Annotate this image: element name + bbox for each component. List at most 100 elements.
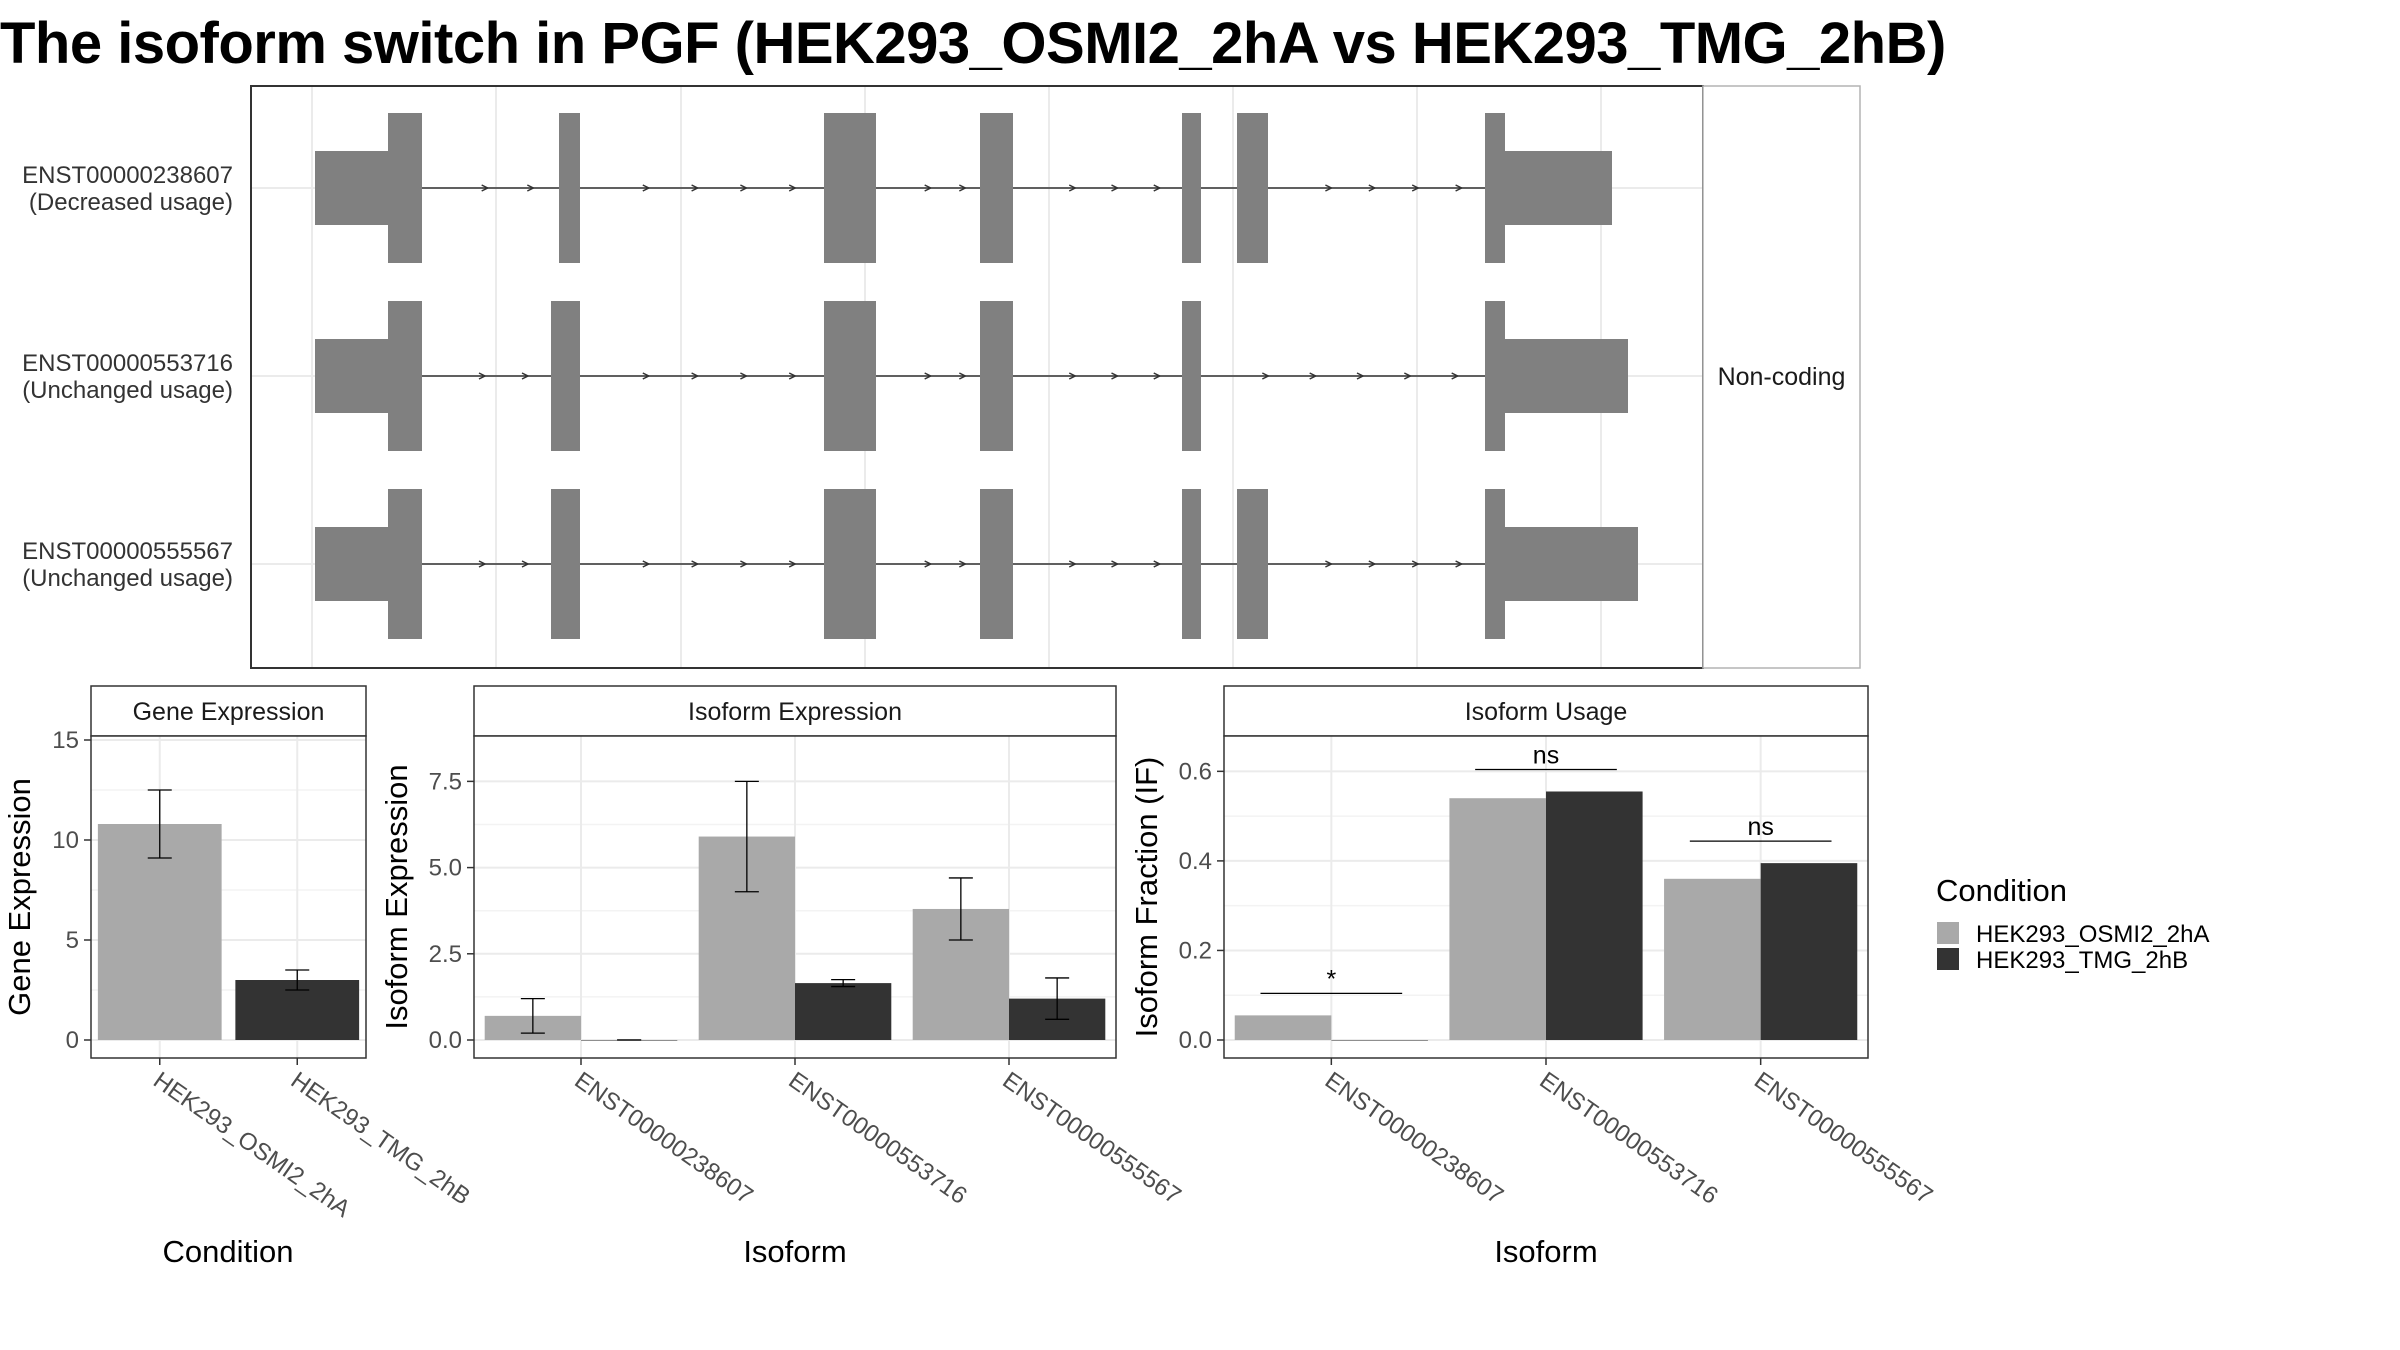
intron-arrow xyxy=(1111,560,1120,568)
facet-label: Non-coding xyxy=(1718,363,1846,391)
panel-strip-title: Isoform Usage xyxy=(1465,698,1628,726)
utr-exon xyxy=(1505,527,1638,601)
intron-arrow xyxy=(521,372,530,380)
intron-arrow xyxy=(1455,184,1464,192)
coding-exon xyxy=(980,301,1013,451)
coding-exon xyxy=(551,301,580,451)
intron-arrow xyxy=(1325,184,1334,192)
intron-arrow xyxy=(1068,372,1077,380)
intron-arrow xyxy=(478,372,487,380)
x-tick-label: ENST00000238607 xyxy=(570,1067,758,1210)
x-axis-title: Isoform xyxy=(1494,1234,1597,1269)
y-tick-label: 0.6 xyxy=(1179,758,1212,785)
isoform-usage-note: (Unchanged usage) xyxy=(22,565,233,592)
intron-arrow xyxy=(740,560,749,568)
y-tick-label: 7.5 xyxy=(429,768,462,795)
utr-exon xyxy=(315,527,388,601)
figure-title: The isoform switch in PGF (HEK293_OSMI2_… xyxy=(0,11,1946,76)
coding-exon xyxy=(1485,301,1505,451)
coding-exon xyxy=(824,489,876,639)
intron-arrow xyxy=(924,560,933,568)
plot-border xyxy=(90,735,367,1059)
coding-exon xyxy=(559,113,580,263)
intron-arrow xyxy=(691,184,700,192)
intron-arrow xyxy=(642,184,651,192)
gene-structure-panel: Non-coding ENST00000238607(Decreased usag… xyxy=(22,85,1861,669)
coding-exon xyxy=(1182,489,1201,639)
x-tick-label: ENST00000238607 xyxy=(1320,1067,1508,1210)
y-tick-label: 15 xyxy=(52,727,79,754)
intron-arrow xyxy=(1153,184,1162,192)
plot-border xyxy=(473,735,1117,1059)
panel-strip xyxy=(90,685,367,737)
bar xyxy=(97,824,222,1040)
intron-arrow xyxy=(521,560,530,568)
x-axis-title: Condition xyxy=(163,1234,294,1269)
significance-label: ns xyxy=(1747,813,1773,841)
intron-arrow xyxy=(481,184,490,192)
bar xyxy=(1234,1015,1332,1040)
isoform-id-label: ENST00000555567 xyxy=(22,538,233,565)
intron-arrow xyxy=(958,184,968,192)
intron-arrow xyxy=(1356,372,1365,380)
intron-arrow xyxy=(1153,560,1162,568)
intron-arrow xyxy=(1411,184,1420,192)
x-tick-label: ENST00000555567 xyxy=(1749,1067,1937,1210)
intron-arrow xyxy=(1068,184,1077,192)
coding-exon xyxy=(1237,113,1268,263)
y-axis-title: Isoform Fraction (IF) xyxy=(1129,757,1164,1038)
panel-strip-title: Isoform Expression xyxy=(688,698,902,726)
coding-exon xyxy=(980,113,1013,263)
intron-arrow xyxy=(788,372,797,380)
intron-arrow xyxy=(1368,184,1377,192)
coding-exon xyxy=(1182,301,1201,451)
y-tick-label: 2.5 xyxy=(429,941,462,968)
intron-arrow xyxy=(1451,372,1460,380)
intron-arrow xyxy=(526,184,536,192)
intron-arrow xyxy=(1111,184,1120,192)
y-tick-label: 0.0 xyxy=(1179,1027,1212,1054)
y-tick-label: 5 xyxy=(66,927,79,954)
y-tick-label: 0.4 xyxy=(1179,848,1212,875)
bar xyxy=(1449,798,1546,1040)
coding-exon xyxy=(388,489,422,639)
panel-strip xyxy=(473,685,1117,737)
intron-arrow xyxy=(1368,560,1377,568)
bar xyxy=(1760,863,1858,1040)
coding-exon xyxy=(1237,489,1268,639)
coding-exon xyxy=(824,113,876,263)
x-axis-title: Isoform xyxy=(743,1234,846,1269)
intron-arrow xyxy=(924,184,933,192)
coding-exon xyxy=(1485,113,1505,263)
utr-exon xyxy=(1505,151,1612,225)
intron-arrow xyxy=(1455,560,1464,568)
bar xyxy=(795,983,892,1040)
legend-entry-label: HEK293_OSMI2_2hA xyxy=(1976,921,2209,948)
y-tick-label: 0.2 xyxy=(1179,937,1212,964)
intron-arrow xyxy=(788,560,797,568)
y-axis-title: Gene Expression xyxy=(2,778,37,1016)
isoform-expression-panel: Isoform Expression 0.0 2.5 5.0 7.5 ENST000002… xyxy=(379,685,1186,1269)
intron-arrow xyxy=(478,560,487,568)
intron-arrow xyxy=(740,372,749,380)
y-tick-label: 5.0 xyxy=(429,855,462,882)
significance-label: * xyxy=(1326,965,1336,993)
utr-exon xyxy=(1505,339,1628,413)
x-tick-label: ENST00000553716 xyxy=(784,1067,972,1210)
facet-strip xyxy=(1702,85,1861,669)
intron-arrow xyxy=(691,372,700,380)
x-tick-label: ENST00000553716 xyxy=(1535,1067,1723,1210)
y-tick-label: 0.0 xyxy=(429,1027,462,1054)
legend-title: Condition xyxy=(1936,873,2067,908)
intron-arrow xyxy=(1153,372,1162,380)
isoform-usage-note: (Decreased usage) xyxy=(29,189,233,216)
isoform-usage-note: (Unchanged usage) xyxy=(22,377,233,404)
significance-label: ns xyxy=(1533,741,1559,769)
intron-arrow xyxy=(788,184,797,192)
intron-arrow xyxy=(691,560,700,568)
intron-arrow xyxy=(642,372,651,380)
x-tick-label: ENST00000555567 xyxy=(998,1067,1186,1210)
coding-exon xyxy=(551,489,580,639)
